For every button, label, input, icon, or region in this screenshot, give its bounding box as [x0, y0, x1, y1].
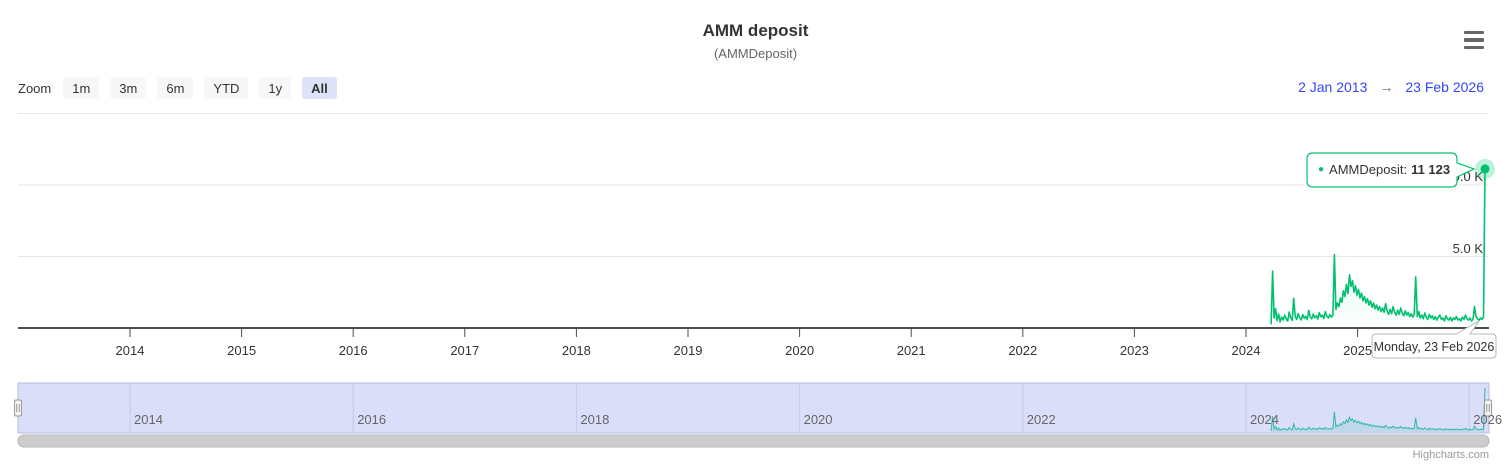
navigator-left-handle[interactable] — [14, 399, 22, 417]
navigator-label-2020: 2020 — [803, 412, 833, 427]
navigator-label-2026: 2026 — [1473, 412, 1503, 427]
point-halo — [1475, 158, 1495, 179]
range-arrow-icon: → — [1379, 79, 1394, 95]
navigator-right-handle[interactable] — [1484, 399, 1492, 417]
zoom-buttons-group: 1m 3m 6m YTD 1y All — [63, 77, 337, 99]
zoom-button-all[interactable]: All — [302, 77, 337, 99]
series-marker-dot-icon: ● — [1318, 164, 1325, 175]
series-tooltip-value: 11 123 — [1411, 162, 1451, 177]
zoom-button-1m[interactable]: 1m — [63, 77, 100, 99]
x-axis-label-2020: 2020 — [785, 343, 815, 358]
zoom-button-3m[interactable]: 3m — [110, 77, 147, 99]
x-axis-label-2023: 2023 — [1119, 343, 1149, 358]
chart-context-menu-icon[interactable] — [1464, 31, 1484, 49]
series-area — [1271, 168, 1485, 328]
navigator-label-2018: 2018 — [580, 412, 610, 427]
hamburger-bar — [1464, 38, 1484, 42]
y-axis-label-5000: 5.0 K — [1452, 240, 1483, 256]
navigator-label-2016: 2016 — [357, 412, 387, 427]
xaxis-date-tooltip: Monday, 23 Feb 2026 — [1373, 340, 1495, 354]
x-axis-label-2018: 2018 — [561, 343, 591, 358]
x-axis-label-2017: 2017 — [450, 343, 480, 358]
hamburger-bar — [1464, 31, 1484, 35]
scrollbar-track[interactable] — [17, 434, 1490, 448]
series-tooltip-label: AMMDeposit: — [1329, 162, 1408, 177]
zoom-button-ytd[interactable]: YTD — [204, 77, 249, 99]
x-axis-label-2014: 2014 — [115, 343, 145, 358]
highcharts-credits[interactable]: Highcharts.com — [1412, 449, 1489, 461]
range-selector: Zoom 1m 3m 6m YTD 1y All — [18, 77, 337, 99]
navigator-label-2022: 2022 — [1026, 412, 1056, 427]
navigator-label-2024: 2024 — [1250, 412, 1279, 427]
navigator-mask[interactable] — [17, 382, 1490, 434]
x-axis-label-2019: 2019 — [673, 343, 703, 358]
x-axis-label-2021: 2021 — [896, 343, 926, 358]
x-axis-label-2015: 2015 — [227, 343, 257, 358]
range-to-date[interactable]: 23 Feb 2026 — [1405, 79, 1484, 95]
navigator-label-2014: 2014 — [134, 412, 163, 427]
x-axis-label-2022: 2022 — [1008, 343, 1038, 358]
x-axis-label-2016: 2016 — [338, 343, 368, 358]
range-from-date[interactable]: 2 Jan 2013 — [1298, 79, 1368, 95]
point-marker[interactable] — [1480, 164, 1490, 174]
hamburger-bar — [1464, 45, 1484, 49]
zoom-button-6m[interactable]: 6m — [157, 77, 194, 99]
zoom-button-1y[interactable]: 1y — [259, 77, 292, 99]
navigator-series-area — [1271, 388, 1485, 432]
range-dates: 2 Jan 2013 → 23 Feb 2026 — [1298, 79, 1484, 95]
x-axis-label-2024: 2024 — [1231, 343, 1261, 358]
series-line[interactable] — [1270, 168, 1486, 325]
zoom-label: Zoom — [18, 80, 52, 96]
navigator-series-line — [1270, 387, 1486, 432]
chart-title: AMM deposit — [702, 21, 809, 40]
scrollbar-thumb[interactable] — [17, 434, 1490, 448]
series-tooltip: ● AMMDeposit: 11 123 — [1307, 152, 1463, 187]
chart-subtitle: (AMMDeposit) — [713, 46, 798, 61]
